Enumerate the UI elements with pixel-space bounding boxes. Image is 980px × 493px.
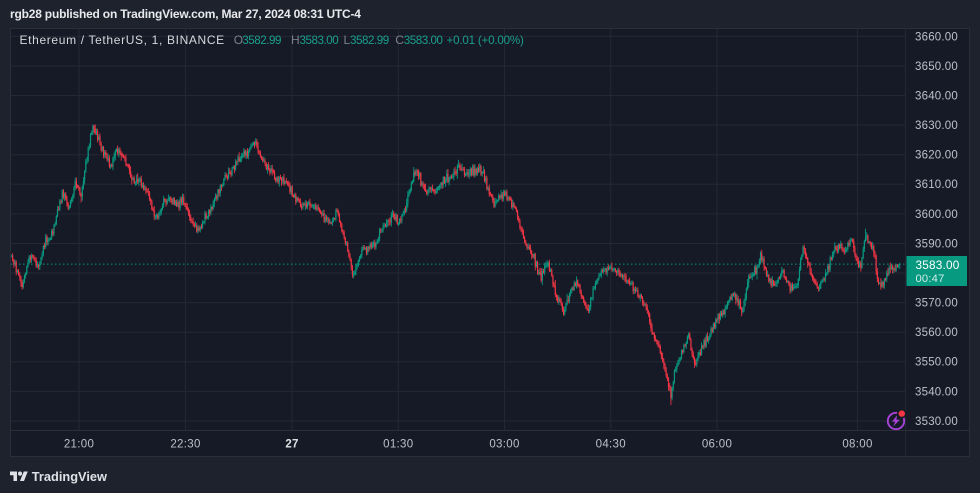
svg-text:06:00: 06:00 — [702, 439, 732, 451]
svg-text:27: 27 — [285, 439, 298, 451]
svg-text:3660.00: 3660.00 — [915, 31, 958, 43]
svg-text:3583.00: 3583.00 — [404, 34, 443, 47]
svg-text:H: H — [291, 33, 300, 47]
svg-text:3600.00: 3600.00 — [915, 209, 958, 221]
svg-text:3530.00: 3530.00 — [915, 416, 958, 428]
svg-text:3590.00: 3590.00 — [915, 238, 958, 250]
svg-text:3582.99: 3582.99 — [242, 34, 281, 47]
svg-text:3570.00: 3570.00 — [915, 298, 958, 310]
svg-text:3583.00: 3583.00 — [916, 258, 960, 272]
svg-text:3620.00: 3620.00 — [915, 150, 958, 162]
svg-text:rgb28 published on TradingView: rgb28 published on TradingView.com, Mar … — [10, 7, 361, 21]
svg-text:00:47: 00:47 — [916, 273, 945, 285]
svg-text:3650.00: 3650.00 — [915, 61, 958, 73]
svg-text:Ethereum / TetherUS, 1, BINANC: Ethereum / TetherUS, 1, BINANCE — [20, 33, 225, 47]
svg-text:TradingView: TradingView — [32, 469, 107, 484]
svg-text:3560.00: 3560.00 — [915, 327, 958, 339]
svg-text:C: C — [395, 33, 404, 47]
svg-text:03:00: 03:00 — [489, 439, 519, 451]
svg-text:3550.00: 3550.00 — [915, 357, 958, 369]
svg-text:22:30: 22:30 — [170, 439, 200, 451]
svg-text:+0.01 (+0.00%): +0.01 (+0.00%) — [447, 34, 524, 47]
svg-text:08:00: 08:00 — [842, 439, 872, 451]
svg-text:04:30: 04:30 — [596, 439, 626, 451]
svg-text:21:00: 21:00 — [64, 439, 94, 451]
svg-text:3582.99: 3582.99 — [350, 34, 389, 47]
svg-text:01:30: 01:30 — [383, 439, 413, 451]
svg-text:3640.00: 3640.00 — [915, 91, 958, 103]
svg-text:3583.00: 3583.00 — [300, 34, 339, 47]
svg-text:3610.00: 3610.00 — [915, 179, 958, 191]
svg-text:3630.00: 3630.00 — [915, 120, 958, 132]
svg-text:O: O — [234, 33, 243, 47]
svg-text:3540.00: 3540.00 — [915, 386, 958, 398]
svg-text:L: L — [344, 33, 351, 47]
